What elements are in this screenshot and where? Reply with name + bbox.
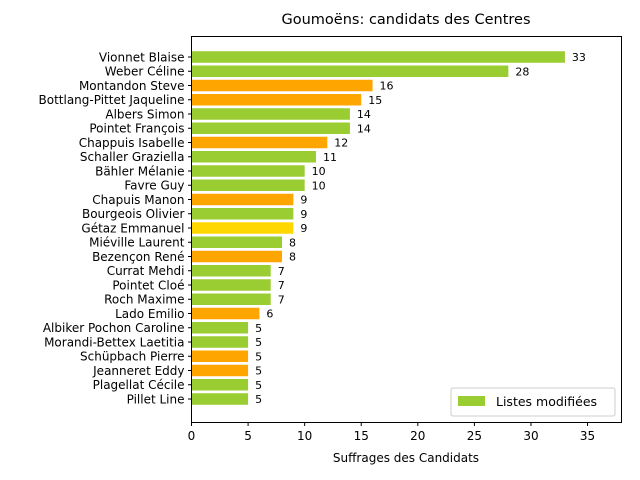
- category-label: Bourgeois Olivier: [82, 207, 185, 221]
- bar: [191, 222, 294, 234]
- bar: [191, 250, 283, 263]
- value-label: 7: [278, 265, 285, 278]
- value-label: 5: [255, 365, 262, 378]
- category-label: Chappuis Isabelle: [79, 136, 185, 150]
- x-tick-label: 0: [188, 429, 196, 443]
- bar: [191, 65, 509, 77]
- x-tick-label: 15: [354, 429, 369, 443]
- x-axis-ticks: 0 5 10 15 20 25 30 35: [188, 422, 595, 443]
- value-label: 28: [515, 65, 529, 78]
- value-label: 11: [323, 151, 337, 164]
- bar: [191, 236, 283, 248]
- value-label: 10: [312, 179, 326, 192]
- bar: [191, 108, 350, 120]
- value-label: 33: [572, 51, 586, 64]
- category-label: Pillet Line: [127, 392, 185, 406]
- category-label: Morandi-Bettex Laetitia: [44, 335, 184, 349]
- category-label: Bezençon René: [92, 250, 184, 264]
- bar: [191, 122, 350, 134]
- category-label: Roch Maxime: [104, 293, 184, 307]
- category-label: Lado Emilio: [115, 307, 184, 321]
- category-label: Jeanneret Eddy: [92, 364, 184, 378]
- chart-title: Goumoëns: candidats des Centres: [282, 12, 531, 28]
- x-axis-label: Suffrages des Candidats: [333, 451, 479, 465]
- value-label: 5: [255, 379, 262, 392]
- plot-frame: [191, 36, 622, 423]
- x-tick-label: 20: [410, 429, 425, 443]
- value-label: 14: [357, 108, 371, 121]
- value-label: 5: [255, 336, 262, 349]
- value-label: 12: [334, 137, 348, 150]
- value-label: 9: [300, 222, 307, 235]
- bar: [191, 364, 249, 377]
- category-label: Pointet François: [89, 122, 184, 136]
- y-axis-ticks: [188, 56, 192, 400]
- bar: [191, 379, 249, 391]
- value-label: 9: [300, 208, 307, 221]
- category-label: Miéville Laurent: [89, 236, 185, 250]
- category-label: Vionnet Blaise: [99, 50, 185, 64]
- bar: [191, 79, 373, 92]
- x-tick-label: 30: [523, 429, 538, 443]
- value-label: 7: [278, 293, 285, 306]
- bar: [191, 136, 328, 149]
- category-label: Bähler Mélanie: [95, 164, 184, 178]
- bar: [191, 165, 305, 177]
- x-tick-label: 5: [244, 429, 252, 443]
- value-label: 14: [357, 122, 371, 135]
- value-label: 8: [289, 236, 296, 249]
- value-label: 6: [266, 308, 273, 321]
- legend: Listes modifiées: [450, 387, 616, 417]
- value-label: 8: [289, 251, 296, 264]
- legend-box: [450, 387, 616, 417]
- value-label: 5: [255, 322, 262, 335]
- legend-label: Listes modifiées: [496, 394, 597, 409]
- bar: [191, 51, 565, 63]
- category-label: Montandon Steve: [79, 79, 185, 93]
- category-label: Schüpbach Pierre: [80, 350, 185, 364]
- bar: [191, 151, 316, 163]
- bar: [191, 393, 249, 405]
- bar: [191, 322, 249, 334]
- x-tick-label: 25: [467, 429, 482, 443]
- bar: [191, 179, 305, 191]
- bar: [191, 265, 271, 277]
- category-label: Pointet Cloé: [112, 278, 184, 292]
- category-label: Chapuis Manon: [92, 193, 184, 207]
- legend-swatch: [458, 396, 485, 406]
- category-label: Plagellat Cécile: [93, 378, 185, 392]
- category-label: Albiker Pochon Caroline: [43, 321, 185, 335]
- bar: [191, 350, 249, 362]
- value-label: 15: [368, 94, 382, 107]
- category-label: Gétaz Emmanuel: [81, 221, 184, 235]
- category-label: Currat Mehdi: [107, 264, 185, 278]
- bar: [191, 94, 362, 106]
- value-label: 16: [380, 80, 394, 93]
- value-label: 9: [300, 194, 307, 207]
- value-label: 5: [255, 393, 262, 406]
- bar: [191, 208, 294, 220]
- bar: [191, 293, 271, 305]
- bar: [191, 279, 271, 291]
- value-label: 7: [278, 279, 285, 292]
- category-label: Favre Guy: [124, 179, 184, 193]
- category-label: Albers Simon: [105, 107, 184, 121]
- value-label: 5: [255, 350, 262, 363]
- x-tick-label: 35: [580, 429, 595, 443]
- value-label: 10: [312, 165, 326, 178]
- bars-group: [191, 51, 565, 405]
- category-label: Bottlang-Pittet Jaqueline: [39, 93, 185, 107]
- bar: [191, 193, 294, 206]
- x-tick-label: 10: [297, 429, 312, 443]
- category-label: Weber Céline: [105, 65, 185, 79]
- category-label: Schaller Graziella: [80, 150, 185, 164]
- bar: [191, 336, 249, 348]
- bar: [191, 307, 260, 320]
